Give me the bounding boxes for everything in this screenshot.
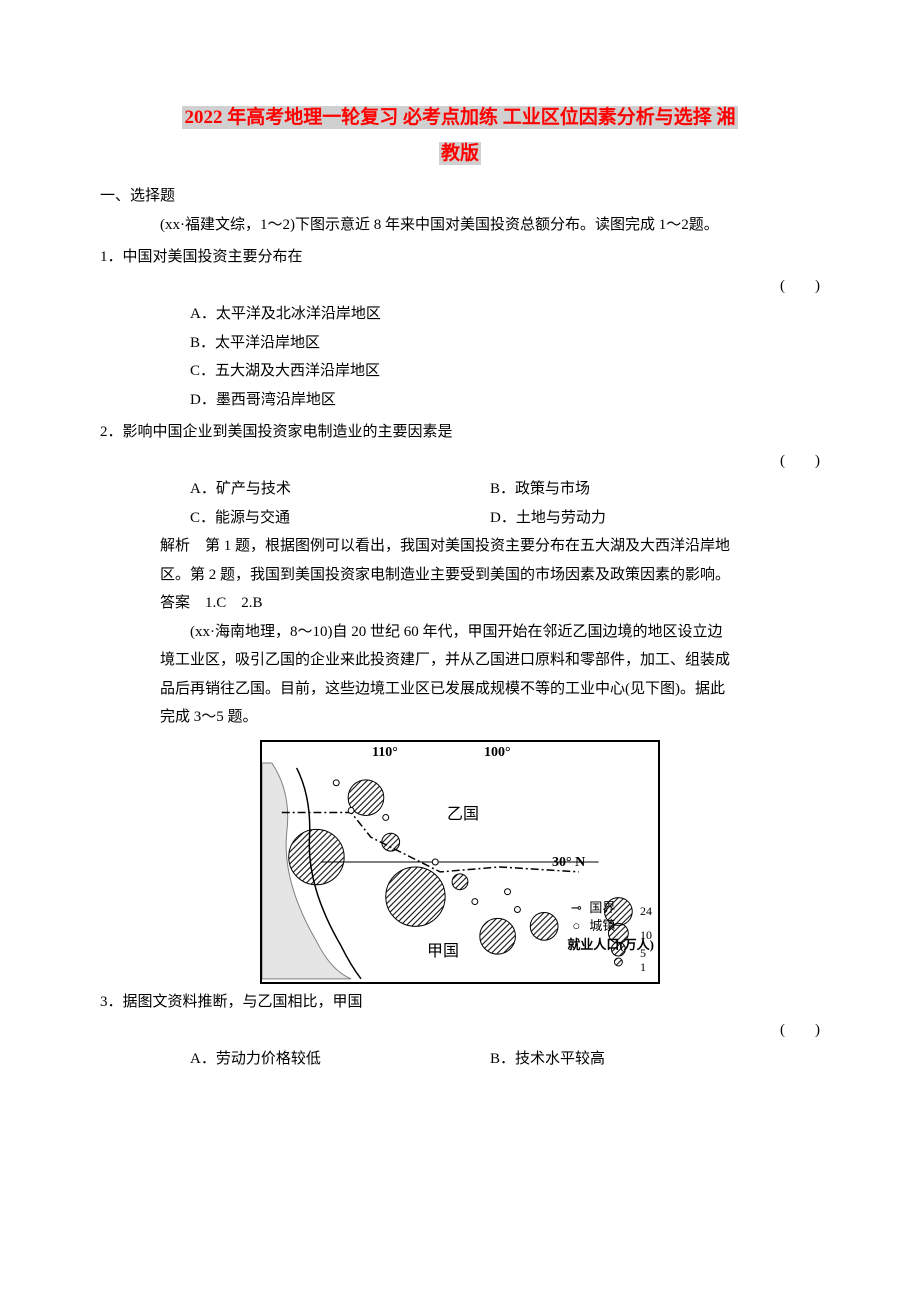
answer-12: 答案 1.C 2.B — [100, 589, 820, 618]
question-1-stem: 1．中国对美国投资主要分布在 — [100, 243, 820, 272]
passage-2-l1: (xx·海南地理，8～10)自 20 世纪 60 年代，甲国开始在邻近乙国边境的… — [100, 618, 820, 647]
q2-opt-c: C．能源与交通 — [190, 504, 490, 533]
q2-opt-a: A．矿产与技术 — [190, 475, 490, 504]
explain-line-1: 解析 第 1 题，根据图例可以看出，我国对美国投资主要分布在五大湖及大西洋沿岸地 — [100, 532, 820, 561]
question-2-stem: 2．影响中国企业到美国投资家电制造业的主要因素是 — [100, 418, 820, 447]
map-lat-30n: 30° N — [552, 850, 585, 877]
legend-size-1: 1 — [640, 956, 646, 979]
question-3-stem: 3．据图文资料推断，与乙国相比，甲国 — [100, 988, 820, 1017]
title-line-1: 2022 年高考地理一轮复习 必考点加练 工业区位因素分析与选择 湘 — [182, 106, 737, 129]
map-lon-100: 100° — [484, 740, 511, 767]
question-2-paren: ( ) — [780, 447, 820, 476]
question-3-paren: ( ) — [780, 1016, 820, 1045]
map-country-jia: 甲国 — [427, 937, 459, 967]
q1-opt-c: C．五大湖及大西洋沿岸地区 — [100, 357, 820, 386]
q2-opt-b: B．政策与市场 — [490, 475, 590, 504]
q2-row-cd: C．能源与交通 D．土地与劳动力 — [100, 504, 820, 533]
map-lon-110: 110° — [372, 740, 398, 767]
passage-1: (xx·福建文综，1～2)下图示意近 8 年来中国对美国投资总额分布。读图完成 … — [100, 211, 820, 240]
legend-town: 城镇 — [589, 917, 615, 935]
passage-2-l2: 境工业区，吸引乙国的企业来此投资建厂，并从乙国进口原料和零部件，加工、组装成 — [100, 646, 820, 675]
passage-2-l3: 品后再销往乙国。目前，这些边境工业区已发展成规模不等的工业中心(见下图)。据此 — [100, 675, 820, 704]
passage-2-l4: 完成 3～5 题。 — [100, 703, 820, 732]
q3-opt-b: B．技术水平较高 — [490, 1045, 605, 1074]
map-figure: 110° 100° 30° N 乙国 甲国 ⊸国界 ○城镇 就业人口(万人) 2… — [260, 740, 660, 984]
question-1-paren: ( ) — [780, 272, 820, 301]
section-heading: 一、选择题 — [100, 182, 820, 211]
map-country-yi: 乙国 — [447, 800, 479, 830]
q1-opt-d: D．墨西哥湾沿岸地区 — [100, 386, 820, 415]
explain-line-2: 区。第 2 题，我国到美国投资家电制造业主要受到美国的市场因素及政策因素的影响。 — [100, 561, 820, 590]
q2-opt-d: D．土地与劳动力 — [490, 504, 606, 533]
document-title: 2022 年高考地理一轮复习 必考点加练 工业区位因素分析与选择 湘 教版 — [100, 100, 820, 172]
q3-row-ab: A．劳动力价格较低 B．技术水平较高 — [100, 1045, 820, 1074]
title-line-2: 教版 — [439, 142, 481, 165]
q3-opt-a: A．劳动力价格较低 — [190, 1045, 490, 1074]
legend-border: 国界 — [589, 899, 615, 917]
q1-opt-b: B．太平洋沿岸地区 — [100, 329, 820, 358]
q2-row-ab: A．矿产与技术 B．政策与市场 — [100, 475, 820, 504]
legend-size-24: 24 — [640, 900, 652, 923]
q1-opt-a: A．太平洋及北冰洋沿岸地区 — [100, 300, 820, 329]
